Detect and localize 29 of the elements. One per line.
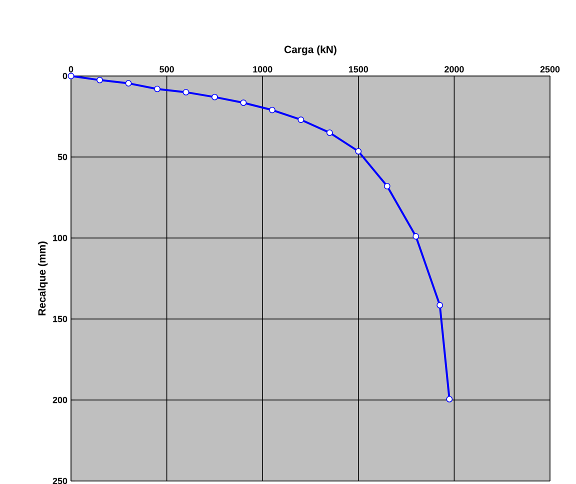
point — [154, 86, 160, 92]
point — [240, 100, 247, 106]
point — [384, 182, 390, 190]
x-tick-label: 500 — [160, 66, 174, 72]
point — [182, 89, 190, 96]
y-tick-label: 200 — [52, 396, 68, 404]
x-tick-label: 0 — [68, 66, 74, 72]
y-axis-title: Recalque (mm) — [38, 242, 48, 316]
point — [412, 233, 420, 240]
point — [96, 76, 103, 84]
x-axis-title: Carga (kN) — [284, 46, 336, 56]
point — [212, 94, 218, 100]
point — [436, 302, 444, 308]
point — [446, 396, 453, 402]
point — [298, 116, 304, 123]
point — [68, 72, 74, 80]
point — [355, 148, 362, 155]
y-tick-label: 100 — [53, 234, 68, 242]
y-tick-label: 0 — [62, 72, 68, 80]
x-tick-label: 2500 — [540, 66, 560, 72]
point — [268, 106, 276, 114]
point — [125, 80, 132, 86]
y-tick-label: 150 — [53, 316, 68, 322]
x-tick-label: 1000 — [253, 66, 272, 72]
x-tick-label: 2000 — [444, 66, 464, 72]
x-tick-label: 1500 — [348, 66, 368, 72]
y-tick-label: 250 — [52, 478, 68, 484]
point — [326, 130, 333, 136]
y-tick-label: 50 — [58, 154, 68, 160]
